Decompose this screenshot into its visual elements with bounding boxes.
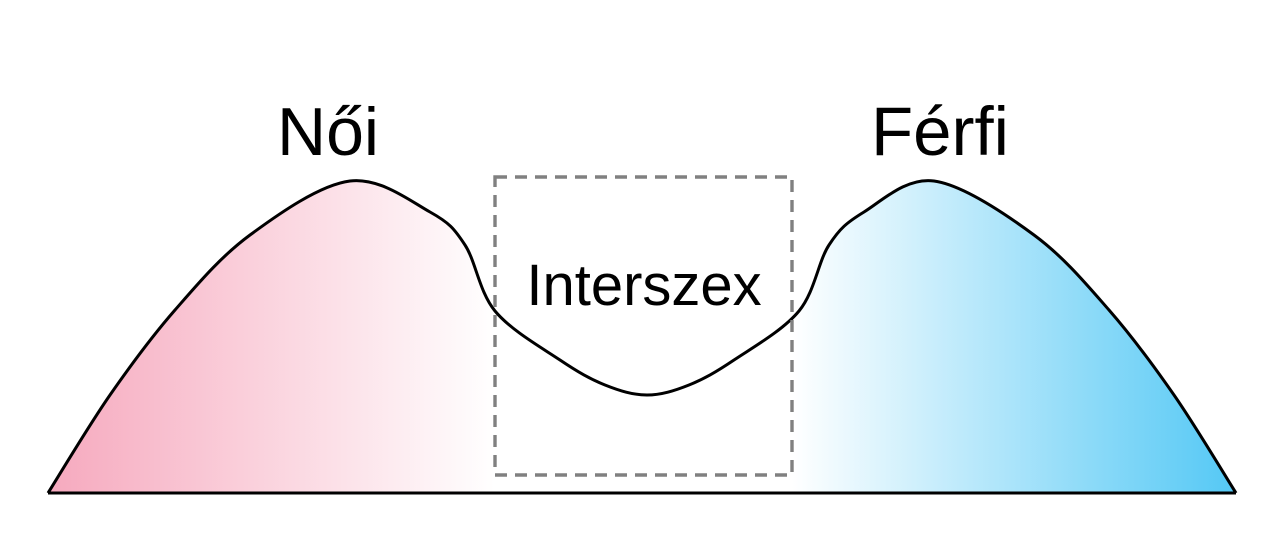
svg-text:Interszex: Interszex — [526, 253, 761, 318]
svg-text:Férfi: Férfi — [871, 93, 1009, 170]
svg-text:Női: Női — [277, 94, 379, 170]
